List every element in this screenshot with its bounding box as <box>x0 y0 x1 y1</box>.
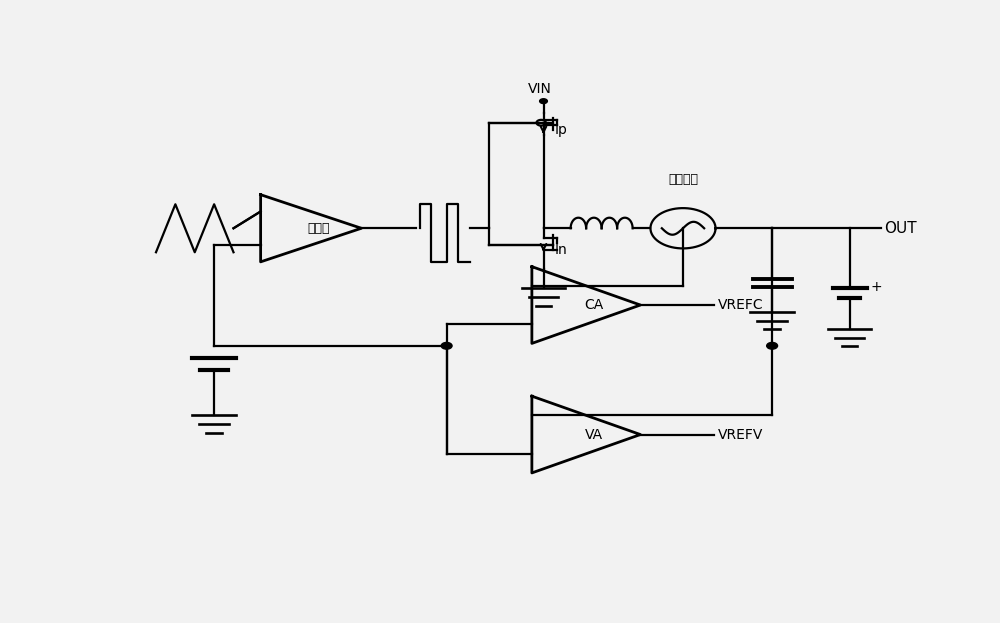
Text: 电流检测: 电流检测 <box>668 173 698 186</box>
Text: OUT: OUT <box>885 221 917 235</box>
Text: CA: CA <box>584 298 604 312</box>
Circle shape <box>441 343 452 349</box>
Circle shape <box>767 343 778 349</box>
Circle shape <box>540 98 547 103</box>
Text: VREFV: VREFV <box>718 427 763 442</box>
Text: VA: VA <box>585 427 603 442</box>
Text: In: In <box>555 243 568 257</box>
Text: VREFC: VREFC <box>718 298 764 312</box>
Text: 比较器: 比较器 <box>308 222 330 235</box>
Text: +: + <box>871 280 882 294</box>
Text: Ip: Ip <box>555 123 568 137</box>
Text: VIN: VIN <box>528 82 552 97</box>
